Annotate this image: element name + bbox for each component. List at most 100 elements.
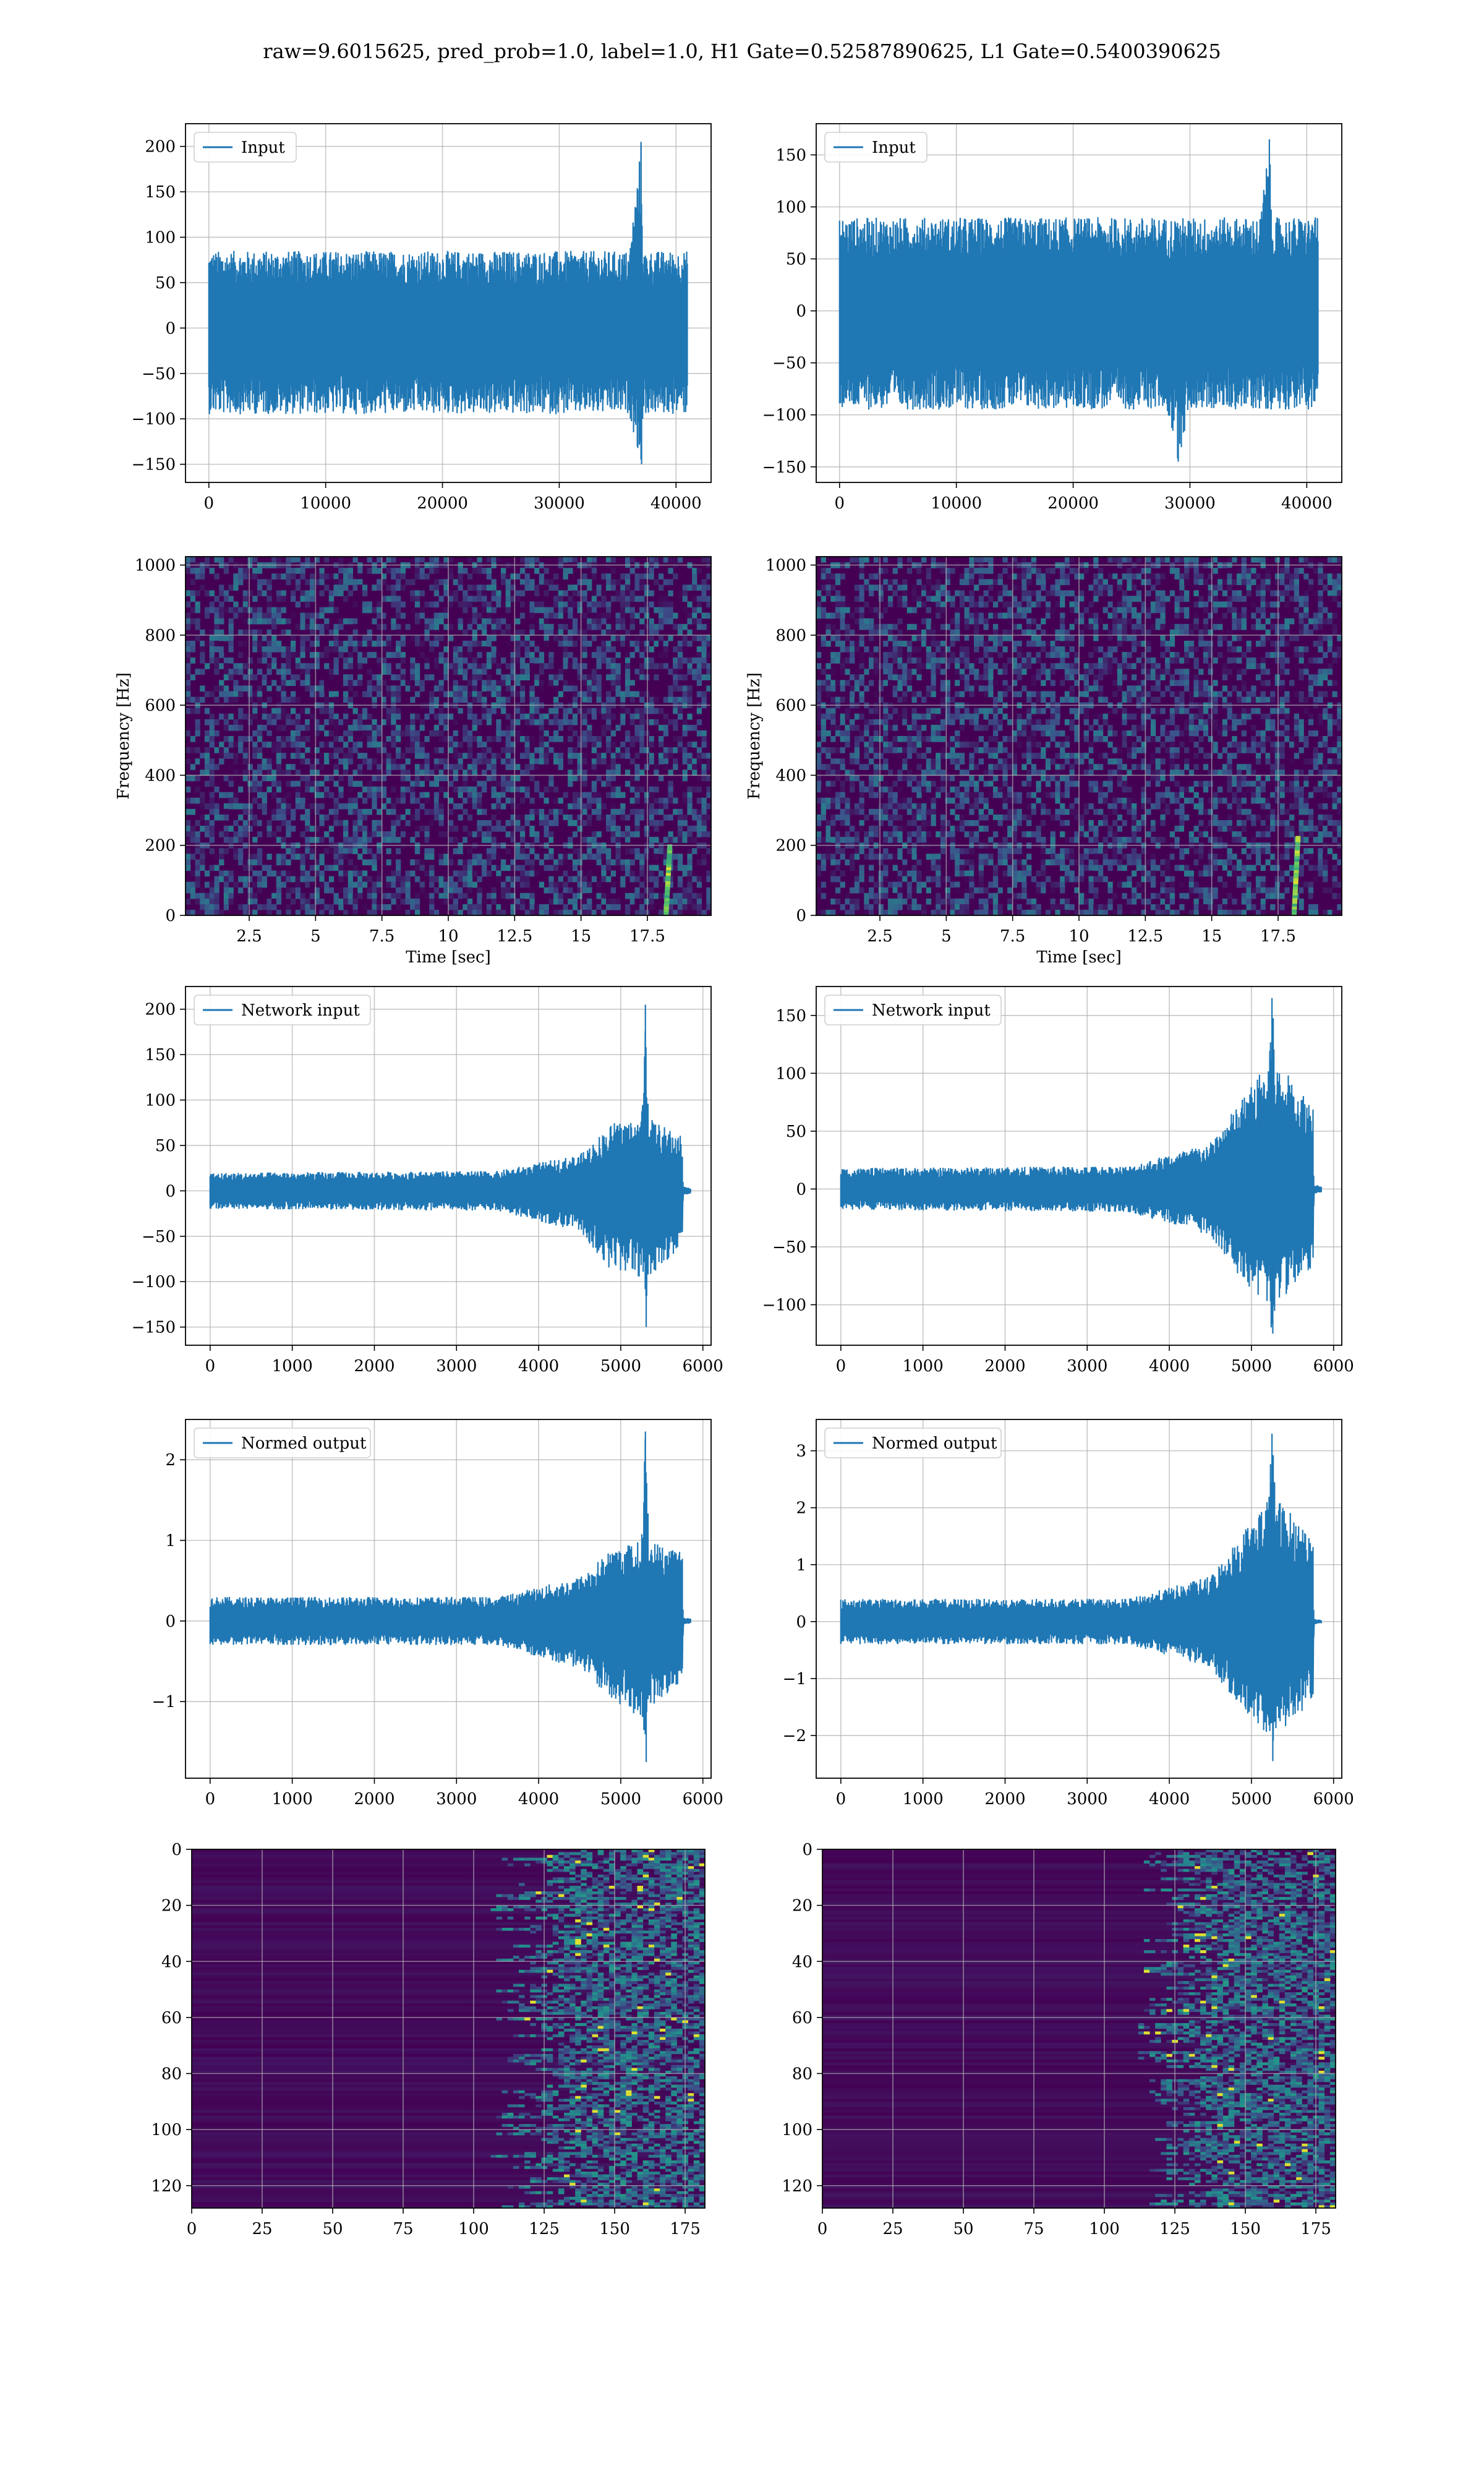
- heatmap-cell: [816, 797, 822, 804]
- heatmap-cell: [835, 775, 841, 782]
- heatmap-cell: [209, 736, 215, 742]
- heatmap-cell: [424, 892, 430, 899]
- heatmap-cell: [281, 629, 286, 636]
- heatmap-cell: [821, 854, 826, 860]
- heatmap-cell: [386, 652, 391, 658]
- heatmap-cell: [529, 742, 535, 748]
- heatmap-cell: [305, 808, 310, 815]
- heatmap-cell: [510, 881, 516, 888]
- heatmap-cell: [548, 848, 554, 854]
- heatmap-cell: [463, 786, 468, 793]
- heatmap-cell: [553, 786, 559, 793]
- heatmap-cell: [319, 568, 325, 574]
- heatmap-cell: [644, 909, 650, 916]
- heatmap-cell: [396, 892, 401, 899]
- heatmap-cell: [515, 696, 521, 703]
- heatmap-cell: [902, 870, 908, 877]
- heatmap-cell: [568, 629, 573, 636]
- heatmap-cell: [295, 568, 301, 574]
- heatmap-cell: [438, 758, 444, 764]
- heatmap-cell: [186, 859, 191, 866]
- heatmap-cell: [854, 854, 860, 860]
- heatmap-cell: [343, 826, 349, 832]
- heatmap-cell: [563, 854, 568, 860]
- heatmap-cell: [663, 837, 668, 843]
- heatmap-cell: [921, 786, 927, 793]
- heatmap-cell: [276, 808, 282, 815]
- heatmap-cell: [410, 792, 416, 798]
- heatmap-cell: [883, 837, 889, 843]
- heatmap-cell: [587, 887, 592, 894]
- heatmap-cell: [429, 904, 435, 910]
- heatmap-cell: [596, 881, 602, 888]
- heatmap-cell: [687, 764, 693, 770]
- heatmap-cell: [414, 568, 420, 574]
- heatmap-cell: [902, 691, 908, 698]
- heatmap-cell: [591, 747, 597, 753]
- heatmap-cell: [816, 753, 822, 759]
- heatmap-cell: [424, 854, 430, 860]
- heatmap-cell: [945, 579, 950, 585]
- heatmap-cell: [386, 881, 391, 888]
- heatmap-cell: [214, 629, 220, 636]
- heatmap-cell: [529, 865, 535, 871]
- heatmap-cell: [663, 854, 668, 860]
- heatmap-cell: [496, 685, 501, 692]
- heatmap-cell: [429, 618, 435, 625]
- heatmap-cell: [252, 786, 258, 793]
- heatmap-cell: [921, 736, 927, 742]
- heatmap-cell: [247, 691, 253, 698]
- heatmap-cell: [352, 724, 358, 731]
- heatmap-cell: [568, 870, 573, 877]
- y-tick-label: −50: [772, 354, 806, 373]
- heatmap-cell: [892, 904, 898, 910]
- heatmap-cell: [945, 596, 950, 602]
- heatmap-cell: [463, 898, 468, 905]
- heatmap-cell: [558, 629, 563, 636]
- heatmap-cell: [477, 719, 482, 726]
- heatmap-cell: [644, 584, 650, 591]
- heatmap-cell: [291, 870, 296, 877]
- heatmap-cell: [663, 607, 668, 614]
- heatmap-cell: [190, 618, 195, 625]
- heatmap-cell: [940, 685, 946, 692]
- heatmap-cell: [276, 640, 282, 647]
- heatmap-cell: [864, 646, 869, 653]
- heatmap-cell: [238, 736, 244, 742]
- heatmap-cell: [204, 898, 210, 905]
- heatmap-cell: [515, 775, 521, 782]
- heatmap-cell: [295, 742, 301, 748]
- heatmap-cell: [324, 584, 330, 591]
- heatmap-cell: [338, 719, 344, 726]
- heatmap-cell: [324, 887, 330, 894]
- heatmap-cell: [410, 814, 416, 821]
- heatmap-cell: [835, 629, 841, 636]
- heatmap-cell: [668, 786, 673, 793]
- heatmap-cell: [926, 808, 931, 815]
- heatmap-cell: [482, 696, 487, 703]
- heatmap-cell: [204, 640, 210, 647]
- heatmap-cell: [821, 685, 826, 692]
- heatmap-cell: [414, 730, 420, 737]
- heatmap-cell: [926, 646, 931, 653]
- heatmap-cell: [338, 865, 344, 871]
- heatmap-cell: [582, 579, 587, 585]
- heatmap-cell: [940, 736, 946, 742]
- heatmap-cell: [195, 747, 200, 753]
- heatmap-cell: [348, 736, 353, 742]
- heatmap-cell: [396, 859, 401, 866]
- heatmap-cell: [701, 730, 707, 737]
- heatmap-cell: [639, 730, 645, 737]
- heatmap-cell: [333, 769, 339, 776]
- heatmap-cell: [682, 769, 688, 776]
- heatmap-cell: [186, 837, 191, 843]
- heatmap-cell: [247, 657, 253, 664]
- heatmap-cell: [338, 820, 344, 826]
- heatmap-cell: [328, 887, 335, 894]
- heatmap-cell: [190, 826, 195, 832]
- heatmap-cell: [873, 831, 879, 837]
- heatmap-cell: [477, 696, 482, 703]
- heatmap-cell: [477, 730, 482, 737]
- heatmap-cell: [238, 713, 244, 720]
- heatmap-cell: [926, 758, 931, 764]
